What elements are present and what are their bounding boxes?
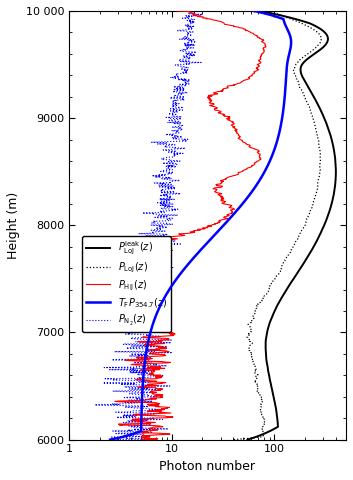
Legend: $P^{\mathrm{leak}}_{\mathrm{LoJ}}(z)$, $P_{\mathrm{LoJ}}(z)$, $P_{\mathrm{HiJ}}(: $P^{\mathrm{leak}}_{\mathrm{LoJ}}(z)$, $… (82, 236, 171, 332)
X-axis label: Photon number: Photon number (160, 460, 256, 473)
Y-axis label: Height (m): Height (m) (7, 192, 20, 259)
